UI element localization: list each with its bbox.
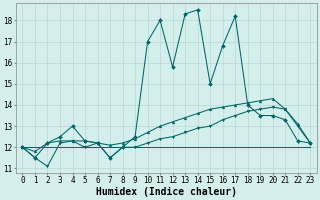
X-axis label: Humidex (Indice chaleur): Humidex (Indice chaleur) [96, 186, 237, 197]
